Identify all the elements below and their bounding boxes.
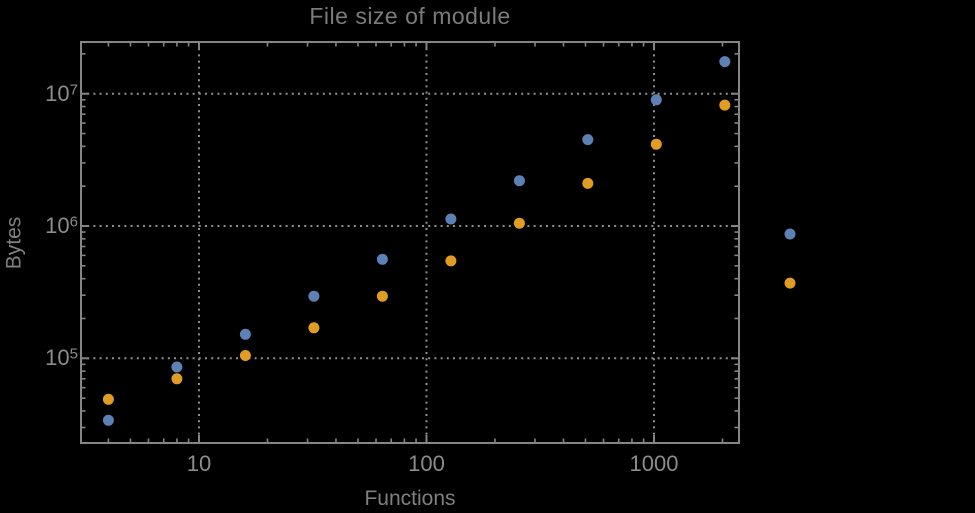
point-blue-x16 xyxy=(239,328,251,340)
point-blue-x256 xyxy=(513,175,525,187)
point-orange-x8 xyxy=(171,373,183,385)
axis-ticks xyxy=(81,42,739,443)
point-orange-x32 xyxy=(308,322,320,334)
point-blue-x64 xyxy=(376,253,388,265)
point-orange-x4 xyxy=(102,393,114,405)
point-blue-x128 xyxy=(445,213,457,225)
gridlines xyxy=(81,42,739,443)
x-tick-label-1000: 1000 xyxy=(629,451,679,476)
point-blue-x2048 xyxy=(719,56,731,68)
y-axis-label: Bytes xyxy=(2,216,25,269)
legend-marker-blue xyxy=(784,228,796,240)
point-orange-x512 xyxy=(582,177,594,189)
scatter-points xyxy=(102,56,731,426)
point-blue-x512 xyxy=(582,134,594,146)
point-orange-x16 xyxy=(239,350,251,361)
plot-frame xyxy=(80,41,740,444)
point-blue-x8 xyxy=(171,361,183,373)
x-tick-label-10: 10 xyxy=(186,451,212,476)
point-orange-x128 xyxy=(445,255,457,267)
y-tick-label-1e7: 107 xyxy=(45,80,78,106)
point-orange-x1024 xyxy=(650,138,662,150)
point-blue-x32 xyxy=(308,290,320,302)
y-tick-label-1e6: 106 xyxy=(45,213,78,238)
point-blue-x1024 xyxy=(650,94,662,106)
point-orange-x64 xyxy=(376,290,388,302)
point-blue-x4 xyxy=(102,414,114,426)
y-tick-label-1e5: 105 xyxy=(45,345,78,371)
y-axis-label-wrap: Bytes xyxy=(2,42,26,443)
legend-marker-orange xyxy=(784,277,796,289)
x-axis-label: Functions xyxy=(364,487,456,510)
x-tick-label-100: 100 xyxy=(408,451,445,476)
legend-markers xyxy=(784,228,796,289)
chart-title: File size of module xyxy=(309,3,511,29)
point-orange-x256 xyxy=(513,217,525,229)
point-orange-x2048 xyxy=(719,99,731,111)
